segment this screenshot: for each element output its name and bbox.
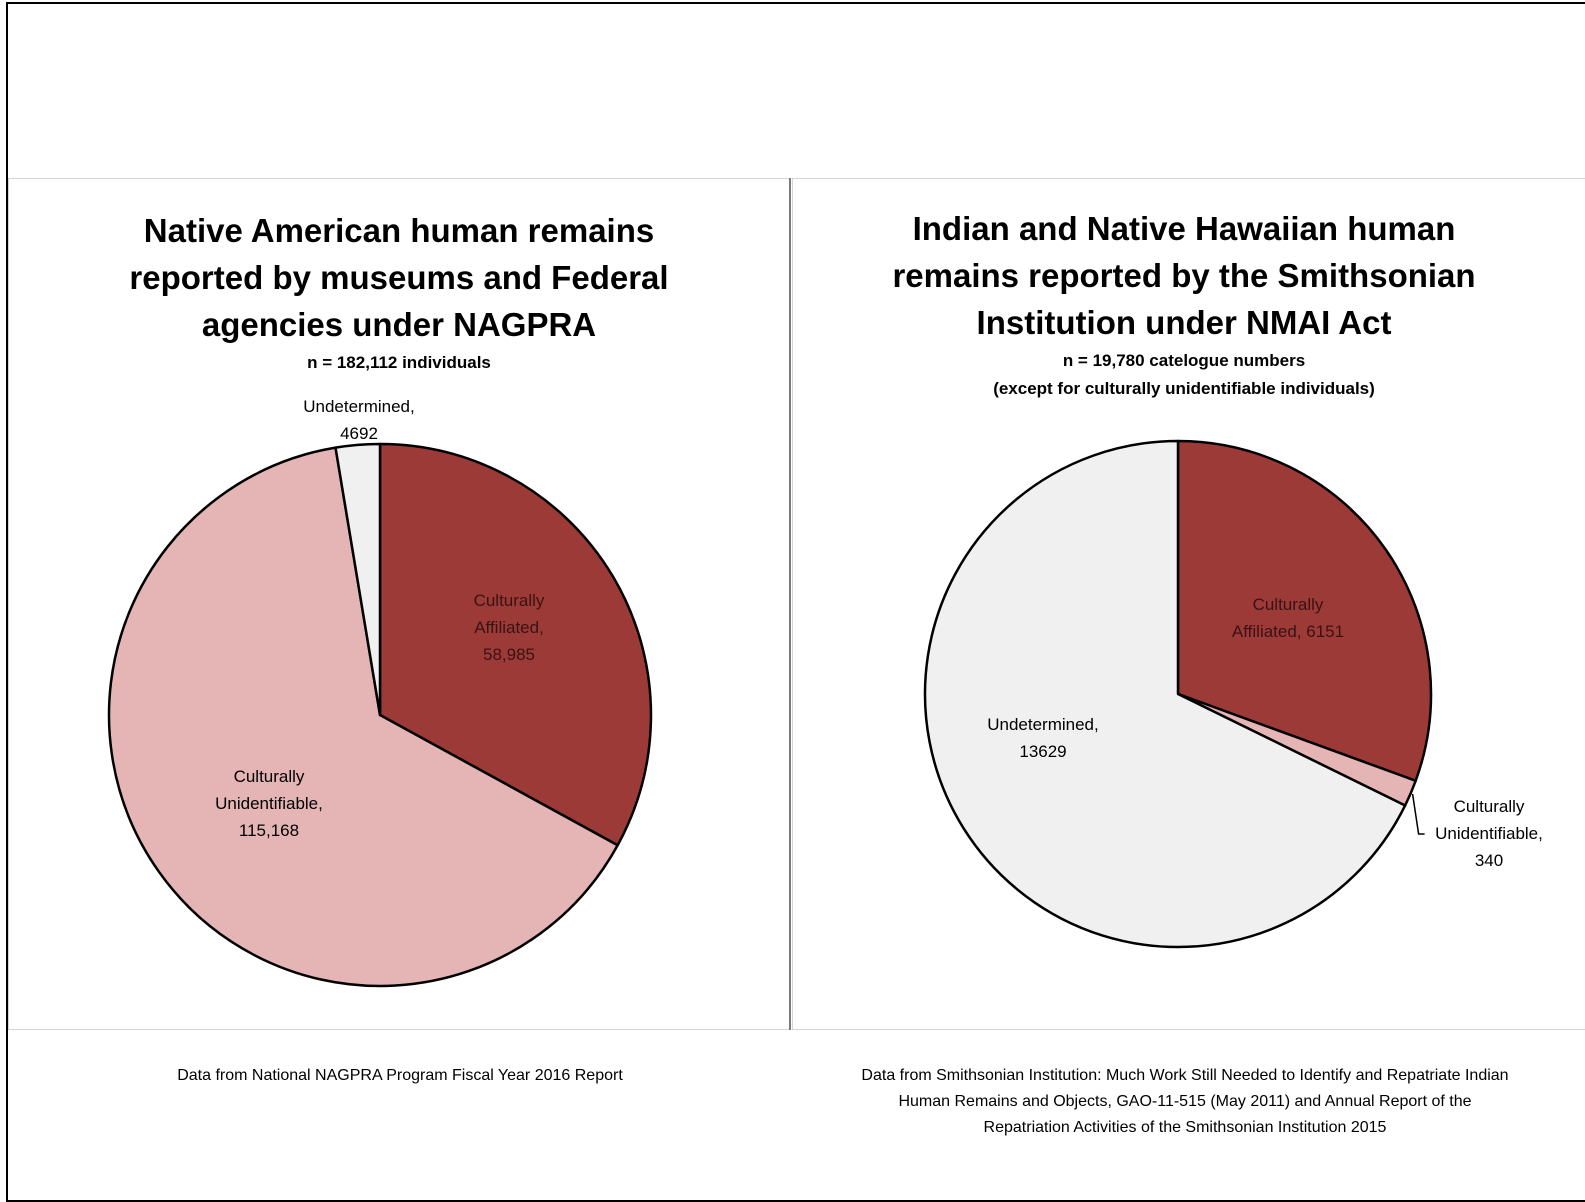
slice-label-unidentifiable: Culturally Unidentifiable, 340 [1435,797,1543,870]
chart-title-line-2: reported by museums and Federal [129,259,669,296]
pie-slice-undetermined [334,442,382,717]
chart-title-line-2: remains reported by the Smithsonian [892,257,1476,294]
slice-label-affiliated: Culturally Affiliated, 58,985 [473,591,545,664]
source-note-smithsonian: Data from Smithsonian Institution: Much … [861,1067,1509,1136]
panel-divider [789,178,791,1030]
chart-title-line-3: agencies under NAGPRA [201,306,597,343]
slice-label-undetermined: Undetermined, 4692 [303,397,415,443]
slice-label-undetermined: Undetermined, 13629 [987,715,1099,761]
pie-slice-affiliated [1176,439,1433,783]
slice-label-unidentifiable: Culturally Unidentifiable, 115,168 [215,767,323,840]
leader-line-unidentifiable [1411,793,1425,835]
chart-title-line-1: Indian and Native Hawaiian human [912,210,1456,247]
chart-panel-smithsonian: Indian and Native Hawaiian human remains… [792,178,1585,1030]
chart-subtitle-line-2: (except for culturally unidentifiable in… [993,379,1375,398]
source-note-nagpra: Data from National NAGPRA Program Fiscal… [177,1067,623,1084]
chart-subtitle-line-1: n = 19,780 catelogue numbers [1062,351,1306,370]
pie-slice-affiliated [378,442,653,847]
chart-panel-nagpra: Native American human remains reported b… [8,178,790,1030]
slice-label-affiliated: Culturally Affiliated, 6151 [1231,595,1345,641]
chart-subtitle: n = 182,112 individuals [307,353,491,372]
pie-slice-undetermined [923,439,1407,949]
pie-chart-smithsonian [923,439,1433,949]
chart-title-line-1: Native American human remains [143,212,655,249]
pie-chart-nagpra [107,442,653,988]
pie-slice-unidentifiable [107,446,619,988]
chart-title-line-3: Institution under NMAI Act [976,304,1392,341]
